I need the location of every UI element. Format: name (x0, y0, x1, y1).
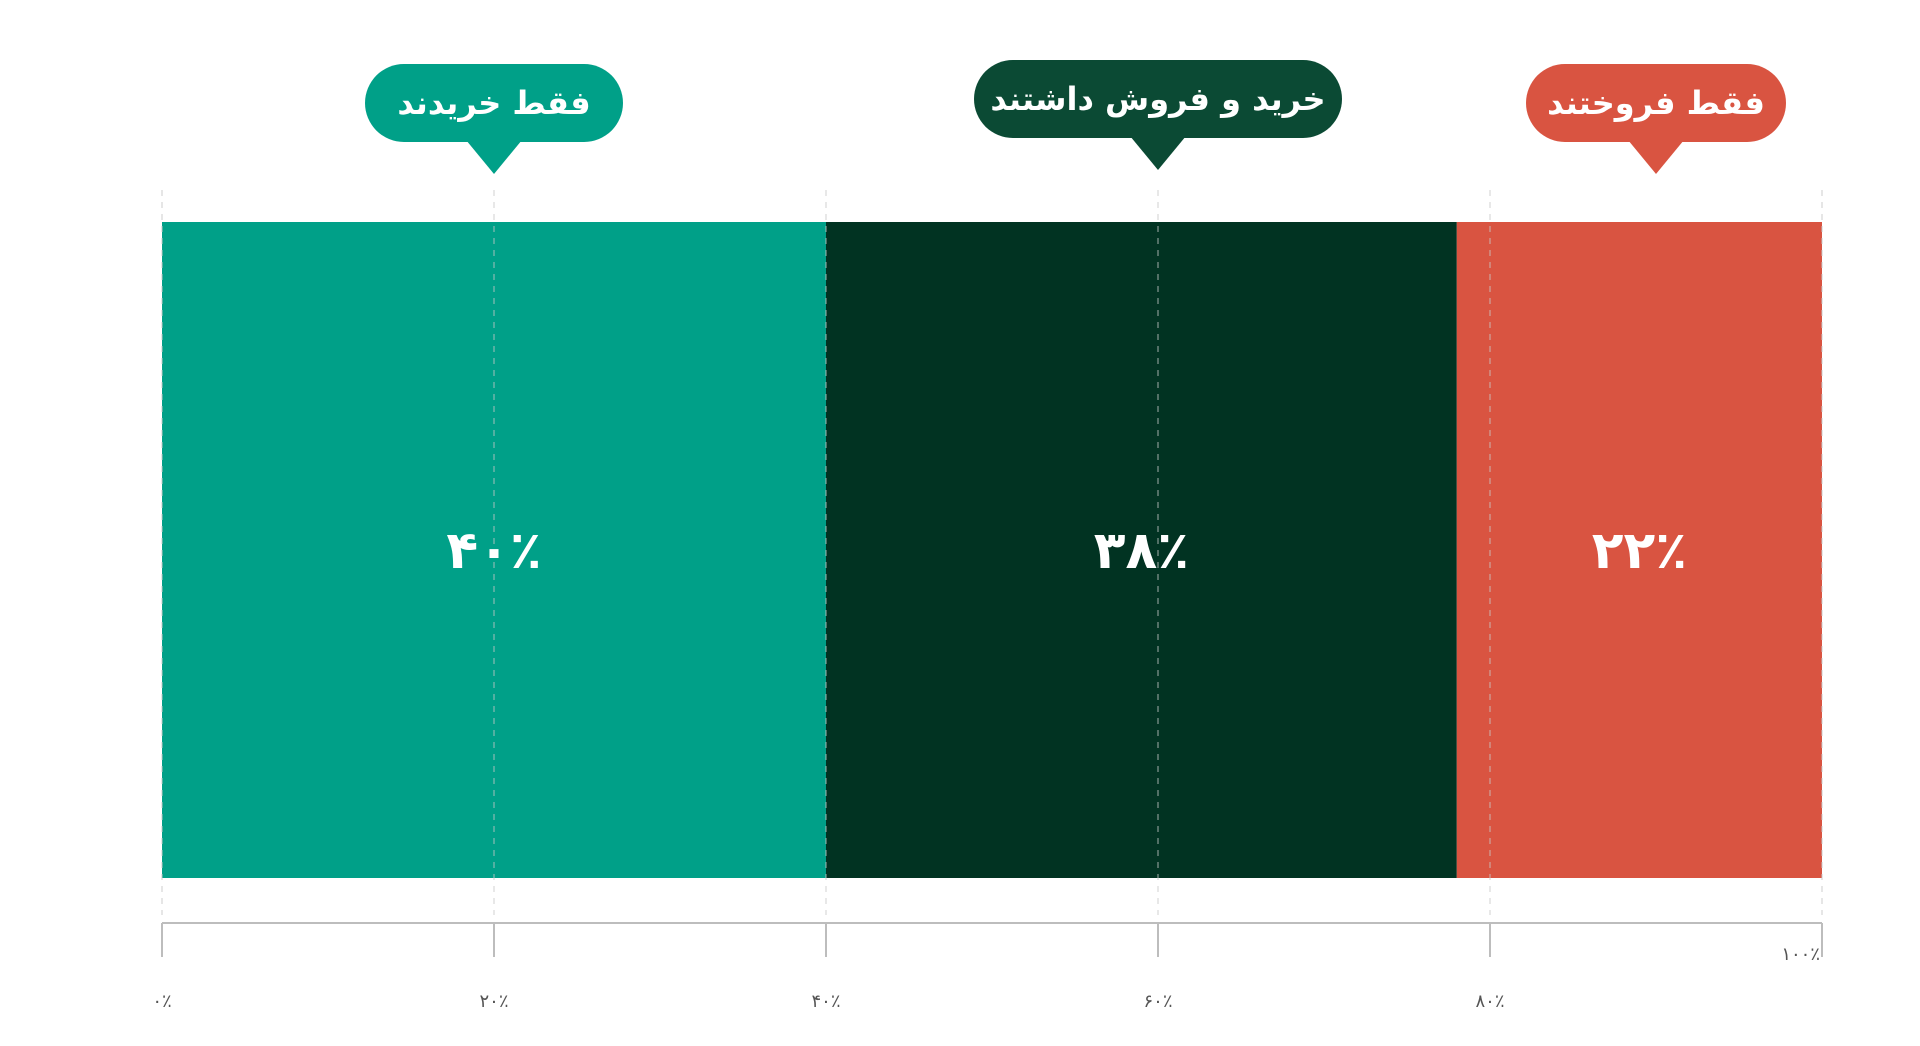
callout-bubble-1 (974, 60, 1342, 138)
callout-pointer-0 (466, 140, 522, 174)
callout-label-1: خرید و فروش داشتند (990, 80, 1325, 118)
callout-label-0: فقط خریدند (397, 84, 590, 122)
bar-value-label-2: ۲۲٪ (1592, 521, 1687, 581)
x-tick-label-4: ۸۰٪ (1475, 991, 1504, 1012)
bar-value-label-1: ۳۸٪ (1094, 521, 1189, 581)
bar-value-label-0: ۴۰٪ (446, 521, 541, 581)
x-tick-label-3: ۶۰٪ (1143, 991, 1172, 1012)
x-tick-label-0: ۰٪ (152, 991, 171, 1012)
callout-pointer-2 (1628, 140, 1684, 174)
x-tick-label-5: ۱۰۰٪ (1781, 944, 1820, 965)
callout-pointer-1 (1130, 136, 1186, 170)
x-tick-label-1: ۲۰٪ (479, 991, 508, 1012)
bar-segment-1 (826, 222, 1457, 878)
callout-label-2: فقط فروختند (1547, 84, 1765, 122)
callout-bubble-2 (1526, 64, 1786, 142)
x-tick-label-2: ۴۰٪ (811, 991, 840, 1012)
callout-bubble-0 (365, 64, 623, 142)
bar-segment-2 (1456, 222, 1822, 878)
